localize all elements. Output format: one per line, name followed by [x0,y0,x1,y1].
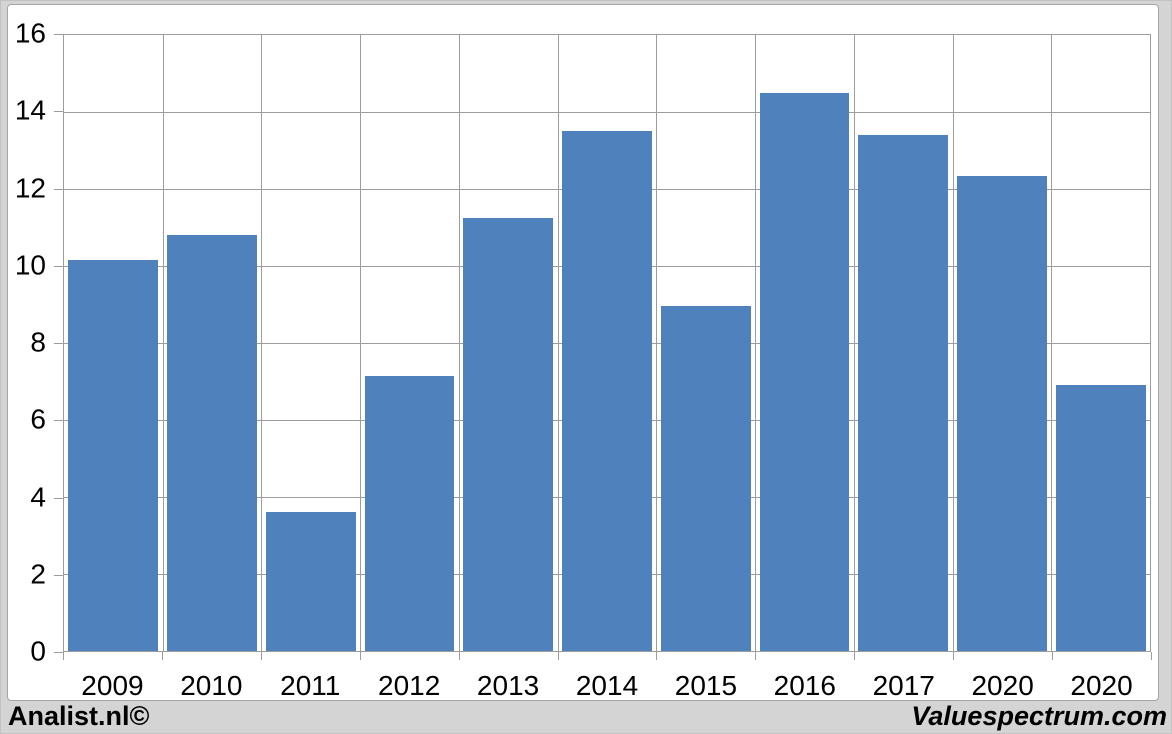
x-tick-mark [557,652,559,660]
y-tick-mark [54,420,63,422]
x-tick-label: 2016 [773,670,836,701]
v-gridline [458,35,460,651]
v-gridline [261,35,263,651]
bar-2016 [759,92,850,651]
y-tick-label: 0 [30,635,46,667]
y-tick-mark [54,497,63,499]
y-tick-mark [54,343,63,344]
plot-area [63,34,1151,652]
bar-2017 [858,135,949,651]
v-gridline [557,35,559,651]
x-tick-mark [953,652,955,660]
y-tick-mark [54,265,63,267]
y-tick-mark [54,34,63,35]
v-gridline [360,35,362,651]
y-tick-label: 10 [14,249,46,281]
x-axis: 2009 2010 2011 2012 2013 2014 2015 2016 2017 2020… [63,652,1152,701]
x-tick-label: 2014 [575,670,639,701]
y-tick-label: 4 [30,480,46,512]
v-gridline [853,35,855,651]
y-tick-mark [54,574,63,576]
x-tick-label: 2011 [280,670,341,701]
v-gridline [952,35,954,651]
x-tick-label: 2020 [971,670,1034,701]
x-tick-label: 2013 [476,670,540,701]
x-tick-mark [458,652,460,660]
x-tick-mark [63,652,64,660]
v-gridline [656,35,658,651]
h-gridline [64,112,1150,113]
bar-2015 [660,306,751,651]
bar-2020 [1055,385,1146,651]
x-tick-label: 2012 [378,670,441,701]
y-tick-label: 16 [14,17,46,49]
x-tick-mark [1052,652,1054,660]
x-tick-mark [260,652,262,660]
bar-2020 [956,175,1047,651]
bar-2013 [463,217,554,651]
chart-panel: 0 2 4 6 8 10 12 14 16 2009 2010 2011 2012 2013 2014 20… [7,4,1159,701]
x-tick-mark [359,652,361,660]
x-tick-mark [854,652,856,660]
y-tick-label: 2 [30,558,46,590]
x-tick-mark [161,652,163,660]
y-tick-label: 14 [14,94,46,126]
x-tick-label: 2015 [674,670,738,701]
y-tick-label: 8 [30,326,46,358]
y-tick-mark [54,652,63,653]
bar-2014 [562,131,652,651]
v-gridline [755,35,757,651]
x-tick-mark [656,652,658,660]
footer-brand-left: Analist.nl© [8,701,150,731]
y-tick-mark [54,188,63,190]
x-tick-mark [755,652,757,660]
x-tick-label: 2017 [872,670,935,701]
v-gridline [162,35,164,651]
x-tick-label: 2020 [1070,670,1133,701]
v-gridline [1051,35,1053,651]
bar-2011 [265,512,356,651]
x-tick-label: 2010 [180,670,243,701]
y-axis: 0 2 4 6 8 10 12 14 16 [8,19,63,665]
x-tick-mark [1151,652,1152,660]
footer-brand-right: Valuespectrum.com [911,701,1167,731]
y-tick-label: 12 [14,171,46,203]
bar-2012 [364,375,455,651]
x-tick-label: 2009 [81,670,144,701]
bar-2009 [68,260,159,651]
y-tick-mark [54,111,63,113]
bar-2010 [167,235,257,651]
y-tick-label: 6 [30,403,46,435]
